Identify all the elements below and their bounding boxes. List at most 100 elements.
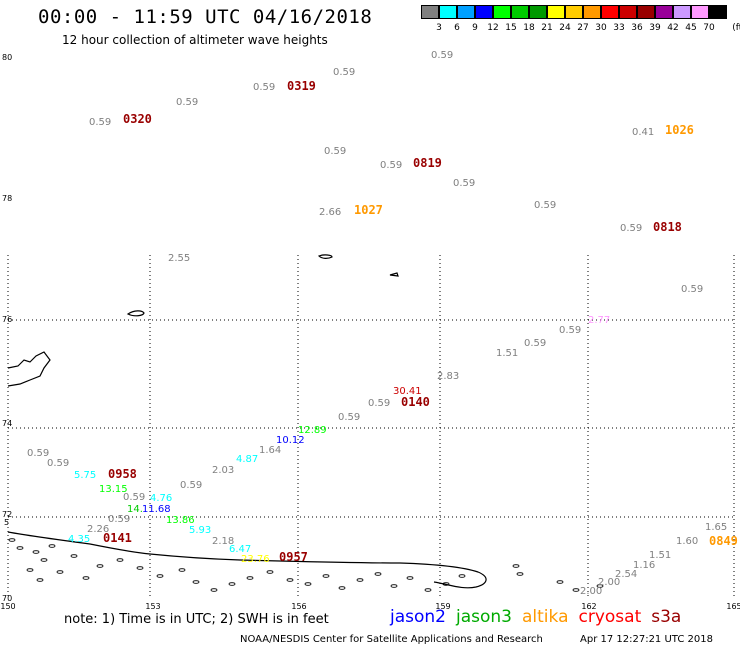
longitude-label: 162	[581, 602, 596, 611]
pass-time-label: 0819	[413, 156, 442, 170]
island	[266, 570, 274, 574]
coastline-west	[7, 351, 51, 387]
pass-time-label: 0140	[401, 395, 430, 409]
wave-height-value: 2.54	[615, 569, 637, 580]
color-bin-label: 27	[577, 23, 589, 33]
island	[356, 578, 364, 582]
footer-credit: NOAA/NESDIS Center for Satellite Applica…	[240, 634, 543, 645]
wave-height-value: 1.51	[496, 348, 518, 359]
island	[596, 584, 604, 588]
color-bin-33	[601, 5, 619, 19]
wave-height-value: 0.59	[453, 178, 475, 189]
legend-jason3: jason3	[456, 607, 512, 627]
wave-height-value: 0.59	[431, 50, 453, 61]
wave-height-value: 1.65	[705, 522, 727, 533]
generation-timestamp: Apr 17 12:27:21 UTC 2018	[580, 634, 713, 645]
color-bin-label: 12	[487, 23, 499, 33]
island	[389, 272, 399, 277]
color-bin-42	[655, 5, 673, 19]
wave-height-value: 0.59	[620, 223, 642, 234]
color-bin-6	[439, 5, 457, 19]
island	[572, 588, 580, 592]
color-bin-label: 3	[436, 23, 442, 33]
wave-height-value: 0.59	[368, 398, 390, 409]
island	[126, 310, 145, 317]
wave-height-value: 4.87	[236, 454, 258, 465]
wave-height-value: 0.59	[681, 284, 703, 295]
color-bin-label: 45	[685, 23, 697, 33]
wave-height-value: 2.00	[580, 586, 602, 597]
wave-height-value: 30.41	[393, 386, 422, 397]
wave-height-value: 2.26	[87, 524, 109, 535]
map-title: 00:00 - 11:59 UTC 04/16/2018	[38, 6, 373, 28]
island	[512, 564, 520, 568]
color-bin-label: 42	[667, 23, 679, 33]
color-bin-18	[511, 5, 529, 19]
color-bin-36	[619, 5, 637, 19]
wave-height-value: 0.59	[47, 458, 69, 469]
pass-time-label: 1026	[665, 123, 694, 137]
wave-height-value: 5.75	[74, 470, 96, 481]
wave-height-value: 2.00	[598, 577, 620, 588]
wave-height-value: 0.59	[524, 338, 546, 349]
wave-height-value: 0.59	[108, 514, 130, 525]
color-bin-30	[583, 5, 601, 19]
latitude-label: 80	[2, 53, 12, 62]
color-bin-label: 21	[541, 23, 553, 33]
wave-height-value: 0.59	[253, 82, 275, 93]
island	[116, 558, 124, 562]
wave-height-value: 1.51	[649, 550, 671, 561]
pass-time-label: 0958	[108, 467, 137, 481]
color-bin-label: 36	[631, 23, 643, 33]
wave-height-value: 0.59	[123, 492, 145, 503]
island	[556, 580, 564, 584]
latitude-label: 5	[4, 518, 9, 527]
wave-height-value: 0.59	[27, 448, 49, 459]
wave-height-value: 0.41	[632, 127, 654, 138]
wave-height-value: 10.12	[276, 435, 305, 446]
wave-height-value: 1.64	[259, 445, 281, 456]
latitude-label: 78	[2, 194, 12, 203]
wave-height-value: 0.59	[380, 160, 402, 171]
wave-height-value: 14.	[127, 504, 143, 515]
wave-height-value: 0.59	[324, 146, 346, 157]
unit-label: (ft)	[732, 23, 740, 33]
wave-height-value: 0.59	[559, 325, 581, 336]
legend-cryosat: cryosat	[578, 607, 642, 627]
coastline-south	[7, 531, 487, 589]
island	[136, 566, 144, 570]
color-bin-label: 70	[703, 23, 715, 33]
island	[156, 574, 164, 578]
wave-height-value: 5.93	[189, 525, 211, 536]
color-bin-12	[475, 5, 493, 19]
wave-height-value: 1.16	[633, 560, 655, 571]
longitude-label: 159	[435, 602, 450, 611]
wave-height-value: 0.59	[89, 117, 111, 128]
color-bin-3	[421, 5, 439, 19]
latitude-label: 70	[2, 594, 12, 603]
island	[406, 576, 414, 580]
wave-height-value: 2.83	[437, 371, 459, 382]
wave-height-value: 4.76	[150, 493, 172, 504]
pass-time-label: 0957	[279, 550, 308, 564]
pass-time-label: 0849	[709, 534, 738, 548]
island	[48, 544, 56, 548]
latitude-label: 76	[2, 315, 12, 324]
island	[192, 580, 200, 584]
island	[228, 582, 236, 586]
color-bin-21	[529, 5, 547, 19]
wave-height-value: 0.59	[333, 67, 355, 78]
wave-height-value: 12.89	[298, 425, 327, 436]
wave-height-value: 13.86	[166, 515, 195, 526]
color-bin-label: 9	[472, 23, 478, 33]
wave-height-value: 11.68	[142, 504, 171, 515]
pass-time-label: 0320	[123, 112, 152, 126]
pass-time-label: 0141	[103, 531, 132, 545]
wave-height-value: 2.77	[588, 315, 610, 326]
island	[322, 574, 330, 578]
wave-height-value: 2.03	[212, 465, 234, 476]
island	[96, 564, 104, 568]
wave-height-value: 0.59	[176, 97, 198, 108]
island	[516, 572, 524, 576]
island	[458, 574, 466, 578]
